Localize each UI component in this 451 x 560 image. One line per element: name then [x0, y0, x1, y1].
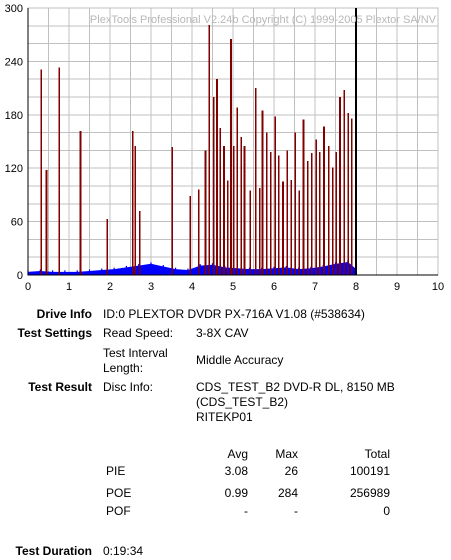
y-tick-label: 300: [5, 3, 23, 15]
disc-info-line2: (CDS_TEST_B2): [196, 395, 289, 409]
x-tick-label: 7: [312, 281, 318, 293]
row-label-pof: POF: [106, 504, 131, 518]
row-label-poe: POE: [106, 486, 132, 500]
chart-grid: [27, 7, 439, 276]
pie-avg: 3.08: [224, 464, 248, 478]
test-duration-value: 0:19:34: [103, 544, 144, 558]
x-tick-label: 8: [353, 281, 359, 293]
drive-info-value: ID:0 PLEXTOR DVDR PX-716A V1.08 (#538634…: [103, 307, 365, 321]
column-header-avg: Avg: [227, 447, 248, 461]
x-tick-label: 9: [394, 281, 400, 293]
pie-total: 100191: [349, 464, 390, 478]
error-scan-chart: PlexTools Professional V2.24b Copyright …: [5, 3, 444, 293]
poe-avg: 0.99: [224, 486, 248, 500]
poe-max: 284: [277, 486, 298, 500]
x-tick-label: 6: [271, 281, 277, 293]
chart-watermark: PlexTools Professional V2.24b Copyright …: [90, 14, 437, 26]
chart-axes: [27, 8, 438, 276]
y-tick-label: 0: [17, 270, 23, 282]
test-duration-label: Test Duration: [15, 544, 92, 558]
disc-info-line3: RITEKP01: [196, 410, 253, 424]
x-tick-label: 1: [66, 281, 72, 293]
poe-series: [40, 24, 353, 275]
pof-avg: -: [244, 504, 248, 518]
y-tick-label: 240: [5, 56, 23, 68]
test-interval-value: Middle Accuracy: [196, 353, 284, 367]
x-tick-label: 10: [432, 281, 444, 293]
x-tick-label: 2: [107, 281, 113, 293]
test-settings-label: Test Settings: [17, 326, 92, 340]
read-speed-label: Read Speed:: [103, 326, 174, 340]
x-tick-label: 3: [148, 281, 154, 293]
read-speed-value: 3-8X CAV: [196, 326, 249, 340]
x-tick-label: 0: [25, 281, 31, 293]
y-tick-label: 120: [5, 163, 23, 175]
x-tick-label: 5: [230, 281, 236, 293]
y-tick-label: 60: [11, 217, 23, 229]
disc-info-label: Disc Info:: [103, 380, 154, 394]
column-header-max: Max: [275, 447, 298, 461]
drive-info-label: Drive Info: [36, 307, 92, 321]
test-interval-label-line2: Length:: [103, 361, 144, 375]
poe-total: 256989: [349, 486, 390, 500]
pof-max: -: [294, 504, 298, 518]
pie-max: 26: [284, 464, 298, 478]
x-tick-labels: 0 1 2 3 4 5 6 7 8 9 10: [25, 281, 444, 293]
test-interval-label-line1: Test Interval: [103, 346, 168, 360]
y-tick-labels: 0 60 120 180 240 300: [5, 3, 23, 282]
x-tick-label: 4: [189, 281, 195, 293]
disc-info-line1: CDS_TEST_B2 DVD-R DL, 8150 MB: [196, 380, 395, 394]
pof-total: 0: [383, 504, 390, 518]
column-header-total: Total: [364, 447, 390, 461]
row-label-pie: PIE: [106, 464, 126, 478]
test-result-label: Test Result: [28, 380, 92, 394]
y-tick-label: 180: [5, 110, 23, 122]
